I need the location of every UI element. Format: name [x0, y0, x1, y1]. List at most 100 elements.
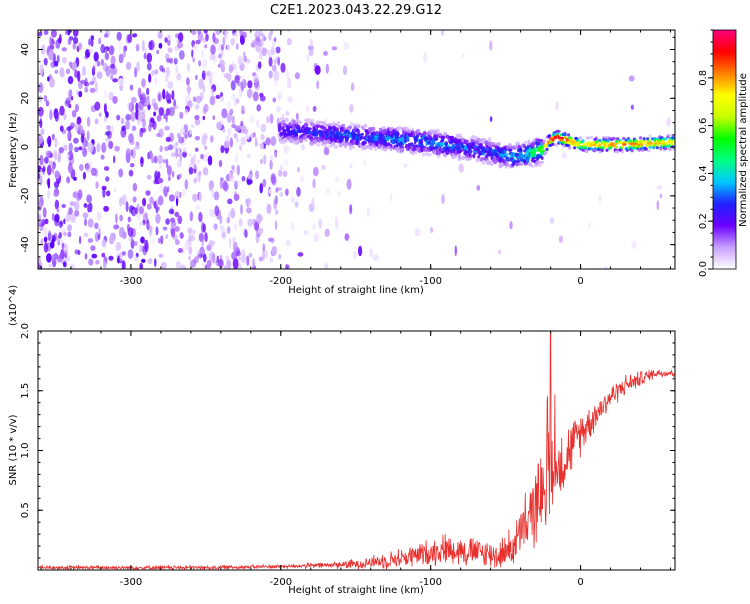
spectrogram-noise-blob	[195, 95, 202, 104]
spectrogram-ridge-blob	[493, 149, 498, 154]
spectrogram-noise-blob	[78, 90, 83, 98]
spectrogram-noise-blob	[164, 125, 170, 131]
spectrogram-ridge-blob	[306, 119, 311, 124]
spectrogram-noise-blob	[290, 196, 296, 204]
spectrogram-ridge-blob	[670, 142, 674, 146]
spectrogram-noise-blob	[228, 64, 234, 74]
spectrogram-noise-blob	[256, 118, 260, 129]
spectrogram-noise-blob	[88, 38, 91, 46]
spectrogram-noise-blob	[82, 147, 88, 158]
spectrogram-noise-blob	[122, 49, 126, 59]
spectrogram-noise-blob	[87, 238, 94, 243]
spectrogram-noise-blob	[230, 80, 236, 91]
spectrogram-ridge-blob	[603, 145, 607, 149]
spectrogram-noise-blob	[166, 90, 169, 97]
spectrogram-noise-blob	[116, 114, 121, 121]
spectrogram-noise-blob	[43, 95, 48, 102]
spectrogram-ridge-blob	[594, 137, 598, 141]
spectrogram-noise-blob	[67, 38, 72, 45]
spectrogram-ridge-blob	[567, 144, 571, 148]
spectrogram-noise-blob	[136, 61, 140, 72]
spectrogram-noise-blob	[270, 173, 276, 184]
spectrogram-ridge-blob	[518, 151, 523, 158]
spectrogram-noise-blob	[142, 245, 148, 256]
spectrogram-ridge-blob	[294, 133, 299, 138]
spectrogram-noise-blob	[309, 38, 314, 48]
spectrogram-noise-blob	[63, 144, 68, 151]
spectrogram-noise-blob	[274, 58, 277, 65]
spectrogram-ridge-blob	[472, 145, 478, 149]
spectrogram-x-tick-label: 0	[577, 276, 583, 287]
spectrogram-noise-blob	[97, 233, 101, 240]
spectrogram-noise-blob	[110, 74, 114, 80]
spectrogram-ridge-blob	[322, 122, 326, 127]
spectrogram-noise-blob	[176, 132, 181, 139]
spectrogram-noise-blob	[258, 256, 263, 262]
spectrogram-noise-blob	[192, 162, 198, 170]
spectrogram-noise-blob	[244, 229, 248, 238]
spectrogram-noise-blob	[240, 204, 243, 215]
spectrogram-noise-blob	[112, 78, 118, 83]
spectrogram-noise-blob	[423, 52, 428, 64]
spectrogram-ridge-blob	[298, 121, 302, 124]
spectrogram-noise-blob	[206, 259, 212, 269]
spectrogram-noise-blob	[94, 222, 99, 229]
spectrogram-noise-blob	[153, 155, 158, 164]
spectrogram-ridge-blob	[396, 132, 400, 136]
spectrogram-ridge-blob	[567, 141, 571, 145]
spectrogram-ridge-blob	[472, 141, 476, 145]
spectrogram-noise-blob	[38, 95, 43, 103]
spectrogram-noise-blob	[202, 115, 206, 121]
spectrogram-noise-blob	[200, 153, 204, 160]
spectrogram-noise-blob	[265, 137, 271, 146]
spectrogram-noise-blob	[458, 163, 464, 173]
spectrogram-noise-blob	[176, 72, 182, 81]
spectrogram-noise-blob	[141, 93, 147, 104]
spectrogram-noise-blob	[139, 244, 143, 253]
spectrogram-noise-blob	[170, 227, 176, 238]
spectrogram-ridge-blob	[647, 149, 651, 153]
spectrogram-noise-blob	[78, 42, 83, 50]
spectrogram-ridge-blob	[464, 139, 470, 143]
spectrogram-noise-blob	[263, 154, 267, 165]
spectrogram-noise-blob	[363, 158, 367, 167]
spectrogram-noise-blob	[218, 53, 222, 59]
spectrogram-noise-blob	[56, 55, 60, 63]
spectrogram-noise-blob	[94, 101, 101, 111]
spectrogram-noise-blob	[52, 40, 55, 45]
spectrogram-ridge-blob	[472, 153, 476, 159]
spectrogram-noise-blob	[275, 46, 281, 54]
spectrogram-noise-blob	[175, 148, 179, 159]
spectrogram-noise-blob	[73, 36, 79, 45]
spectrogram-noise-blob	[125, 114, 132, 121]
spectrogram-ridge-blob	[389, 143, 393, 149]
spectrogram-noise-blob	[268, 31, 272, 41]
spectrogram-noise-blob	[248, 201, 252, 207]
spectrogram-noise-blob	[132, 33, 138, 38]
spectrogram-noise-blob	[143, 52, 147, 60]
spectrogram-noise-blob	[231, 60, 235, 67]
spectrogram-noise-blob	[47, 189, 50, 200]
spectrogram-ridge-blob	[587, 147, 591, 151]
spectrogram-noise-blob	[103, 103, 107, 114]
spectrogram-ridge-blob	[549, 143, 553, 147]
spectrogram-noise-blob	[212, 32, 216, 43]
spectrogram-ridge-blob	[323, 140, 327, 145]
spectrogram-noise-blob	[659, 193, 663, 199]
spectrogram-noise-blob	[123, 193, 127, 204]
spectrogram-noise-blob	[236, 250, 242, 257]
spectrogram-noise-blob	[134, 256, 139, 262]
spectrogram-ridge-blob	[427, 152, 432, 157]
spectrogram-noise-blob	[343, 42, 350, 50]
spectrogram-ridge-blob	[642, 137, 646, 141]
spectrogram-ridge-blob	[351, 144, 355, 148]
spectrogram-noise-blob	[232, 258, 239, 269]
spectrogram-noise-blob	[149, 39, 155, 51]
spectrogram-noise-blob	[203, 253, 207, 263]
spectrogram-noise-blob	[199, 246, 205, 258]
spectrogram-ridge-blob	[513, 144, 518, 148]
spectrogram-noise-blob	[441, 194, 445, 205]
spectrogram-ridge-blob	[343, 126, 346, 131]
spectrogram-noise-blob	[136, 203, 140, 211]
spectrogram-ridge-blob	[561, 136, 565, 140]
